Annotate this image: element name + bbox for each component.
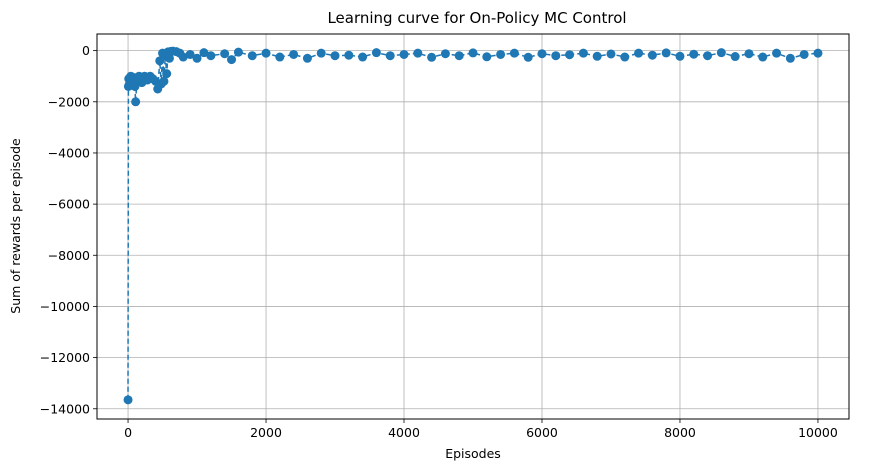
data-point [275, 52, 285, 62]
y-tick-label: −12000 [40, 350, 90, 365]
data-point [130, 81, 140, 91]
y-tick-label: −6000 [48, 197, 90, 212]
y-tick-label: −2000 [48, 94, 90, 109]
x-tick-label: 0 [124, 425, 132, 440]
data-point [592, 51, 602, 61]
data-point [799, 49, 809, 59]
data-point [220, 49, 230, 59]
data-point [164, 53, 174, 63]
data-point [199, 48, 209, 58]
data-point [385, 51, 395, 61]
y-tick-label: −14000 [40, 401, 90, 416]
data-point [496, 49, 506, 59]
axes-frame [96, 33, 850, 420]
data-point [730, 52, 740, 62]
data-point [578, 48, 588, 58]
data-point [123, 395, 133, 405]
data-point [131, 97, 141, 107]
data-point [454, 51, 464, 61]
data-point [206, 51, 216, 61]
x-tick-label: 6000 [526, 425, 558, 440]
y-tick-label: −10000 [40, 299, 90, 314]
data-point [772, 48, 782, 58]
data-point [344, 50, 354, 60]
y-axis-ticks: 0 −2000 −4000 −6000 −8000 −10000 −12000 −14000 [40, 43, 97, 416]
x-tick-label: 10000 [798, 425, 838, 440]
x-axis-ticks: 0 2000 4000 6000 8000 10000 [124, 419, 838, 440]
data-point [744, 49, 754, 59]
data-point [703, 51, 713, 61]
data-point [247, 51, 257, 61]
data-point [634, 48, 644, 58]
data-point [192, 53, 202, 63]
data-point [716, 48, 726, 58]
data-point [675, 51, 685, 61]
data-point [185, 49, 195, 59]
x-tick-label: 2000 [250, 425, 282, 440]
data-point [689, 49, 699, 59]
data-point [159, 76, 169, 86]
data-point [523, 52, 533, 62]
data-point [565, 50, 575, 60]
data-point [647, 50, 657, 60]
data-point [758, 52, 768, 62]
data-point [358, 52, 368, 62]
data-point [427, 52, 437, 62]
data-point [661, 48, 671, 58]
x-tick-label: 8000 [664, 425, 696, 440]
data-point [289, 49, 299, 59]
y-tick-label: −8000 [48, 248, 90, 263]
data-point [537, 49, 547, 59]
y-tick-label: 0 [82, 43, 90, 58]
data-point [330, 51, 340, 61]
data-point [785, 53, 795, 63]
data-point [620, 52, 630, 62]
data-point [399, 49, 409, 59]
plot-area [123, 46, 823, 405]
data-point [440, 49, 450, 59]
data-point [261, 48, 271, 58]
y-axis-label: Sum of rewards per episode [8, 138, 23, 314]
x-tick-label: 4000 [388, 425, 420, 440]
data-point [162, 69, 172, 79]
data-point [178, 52, 188, 62]
data-point [302, 53, 312, 63]
data-point [468, 48, 478, 58]
data-point [316, 48, 326, 58]
x-axis-label: Episodes [445, 446, 501, 461]
data-point [813, 48, 823, 58]
data-point [227, 55, 237, 65]
data-point [509, 48, 519, 58]
data-point [551, 51, 561, 61]
data-point [413, 48, 423, 58]
chart-title: Learning curve for On-Policy MC Control [327, 9, 626, 27]
y-tick-label: −4000 [48, 145, 90, 160]
data-point [233, 47, 243, 57]
data-point [606, 49, 616, 59]
data-point [482, 52, 492, 62]
data-point [371, 48, 381, 58]
